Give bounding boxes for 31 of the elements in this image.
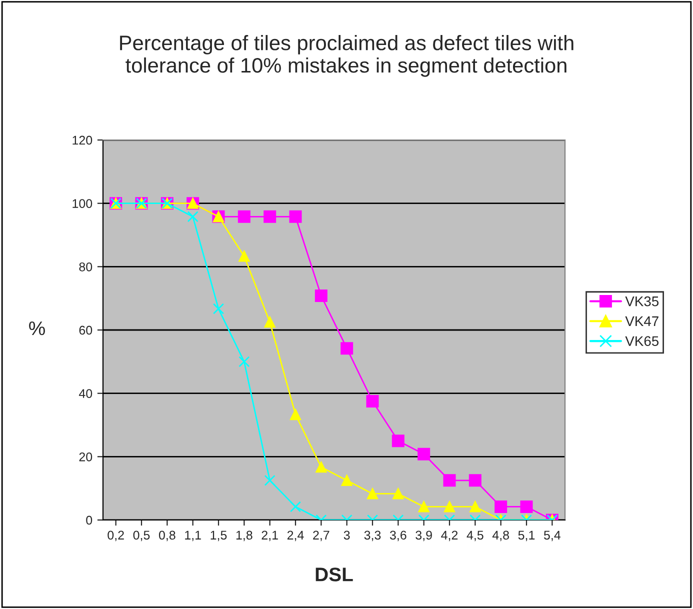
x-tick-label: 2,7 bbox=[313, 530, 330, 542]
x-tick-label: 5,4 bbox=[544, 530, 560, 542]
y-tick-label: 60 bbox=[79, 326, 92, 335]
y-tick-label: 80 bbox=[79, 262, 92, 272]
y-tick-label: 20 bbox=[79, 452, 92, 462]
y-tick-label: 120 bbox=[72, 136, 92, 145]
x-tick-label: 2,4 bbox=[287, 530, 304, 542]
x-tick-label: 0,5 bbox=[133, 530, 150, 542]
x-tick-label: 4,8 bbox=[492, 530, 509, 542]
chart-title: Percentage of tiles proclaimed as defect tiles with tolerance of 10% mistakes in segment detection bbox=[120, 35, 574, 77]
x-tick-label: 1,1 bbox=[185, 530, 201, 542]
y-tick-label: 0 bbox=[86, 516, 92, 525]
y-tick-label: 100 bbox=[72, 199, 92, 208]
legend-label: VK35 bbox=[625, 296, 659, 306]
x-tick-label: 4,5 bbox=[466, 530, 484, 542]
x-tick-label: 4,2 bbox=[441, 530, 458, 542]
x-tick-label: 5,1 bbox=[518, 530, 535, 542]
x-tick-label: 0,2 bbox=[108, 530, 124, 542]
x-tick-label: 3 bbox=[344, 530, 350, 540]
legend-label: VK47 bbox=[625, 316, 658, 326]
x-tick-label: 3,6 bbox=[390, 530, 406, 542]
y-tick-label: 40 bbox=[78, 389, 92, 398]
x-axis-title: DSL bbox=[316, 568, 353, 582]
x-tick-label: 3,9 bbox=[416, 530, 432, 542]
x-tick-label: 3,3 bbox=[364, 530, 381, 542]
x-tick-label: 2,1 bbox=[262, 530, 278, 542]
legend-label: VK65 bbox=[625, 336, 659, 346]
x-tick-label: 0,8 bbox=[158, 530, 176, 542]
x-tick-label: 1,8 bbox=[236, 530, 252, 542]
y-axis-title: % bbox=[29, 322, 45, 336]
x-tick-label: 1,5 bbox=[210, 530, 227, 542]
